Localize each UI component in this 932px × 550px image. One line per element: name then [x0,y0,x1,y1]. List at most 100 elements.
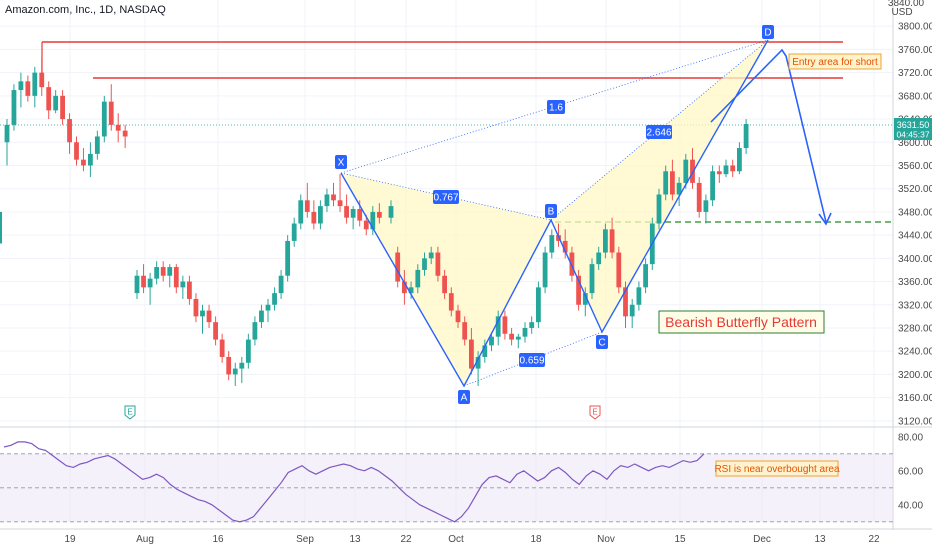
candle[interactable] [200,304,205,334]
candle[interactable] [265,298,271,323]
candle[interactable] [245,333,251,369]
candle[interactable] [226,351,232,381]
earnings-icon[interactable]: E [589,405,601,420]
candle[interactable] [603,223,608,259]
candle[interactable] [67,113,72,154]
candle[interactable] [482,339,488,363]
candle[interactable] [147,272,153,305]
candle[interactable] [291,217,297,247]
candle[interactable] [331,182,336,207]
candle[interactable] [160,261,166,282]
candlestick-series[interactable] [0,58,749,386]
pattern-point-d[interactable]: D [762,25,774,39]
candle[interactable] [376,203,382,224]
candle[interactable] [448,287,454,317]
candle[interactable] [344,194,349,224]
candle[interactable] [569,246,575,282]
candle[interactable] [596,246,602,270]
candle[interactable] [629,298,635,328]
candle[interactable] [337,174,343,212]
candle[interactable] [25,75,31,102]
candle[interactable] [108,84,114,131]
candle[interactable] [206,304,212,328]
candle[interactable] [232,362,238,386]
candle[interactable] [663,165,669,201]
candle[interactable] [683,153,689,189]
candle[interactable] [39,58,45,96]
candle[interactable] [536,281,541,328]
candle[interactable] [213,316,218,346]
candle[interactable] [522,322,528,343]
candle[interactable] [18,72,24,108]
candle[interactable] [616,246,622,294]
candle[interactable] [422,252,427,276]
pattern-point-b[interactable]: B [545,204,557,218]
pattern-point-a[interactable]: A [458,390,470,404]
candle[interactable] [469,327,474,375]
candle[interactable] [167,264,173,288]
candle[interactable] [515,333,521,349]
candle[interactable] [723,159,729,178]
candle[interactable] [141,264,146,294]
candle[interactable] [690,148,695,189]
candle[interactable] [32,66,38,108]
earnings-icon[interactable]: E [124,405,136,420]
candle[interactable] [542,246,548,294]
candle[interactable] [88,142,93,178]
candle[interactable] [187,275,192,305]
candle[interactable] [173,264,179,294]
candle[interactable] [388,200,394,224]
candle[interactable] [743,119,749,154]
candle[interactable] [395,246,401,288]
pattern-point-c[interactable]: C [596,335,608,349]
candle[interactable] [609,217,615,259]
candle[interactable] [115,113,121,143]
candle[interactable] [475,351,481,386]
candle[interactable] [53,90,59,114]
candle[interactable] [180,275,186,299]
candle[interactable] [363,214,369,236]
candle[interactable] [676,177,682,207]
candle[interactable] [589,258,595,299]
candle[interactable] [154,261,160,285]
candle[interactable] [350,206,356,230]
candle[interactable] [636,281,642,311]
candle[interactable] [529,316,535,334]
candle[interactable] [402,269,407,305]
candle[interactable] [81,148,86,172]
candle[interactable] [408,281,414,299]
candle[interactable] [259,304,264,328]
candle[interactable] [703,194,709,224]
candle[interactable] [730,159,736,178]
candle[interactable] [562,229,568,259]
candle[interactable] [710,165,715,207]
candle[interactable] [455,304,461,328]
candle[interactable] [272,287,277,311]
candle[interactable] [311,200,317,230]
candle[interactable] [94,130,100,160]
candle[interactable] [252,316,258,346]
candle[interactable] [435,246,441,282]
candle[interactable] [298,194,304,230]
candle[interactable] [370,206,376,236]
candle[interactable] [324,188,330,212]
candle[interactable] [462,316,468,346]
candle[interactable] [502,310,508,340]
candle[interactable] [101,95,107,143]
candle[interactable] [549,229,555,259]
candle[interactable] [304,182,310,218]
candle[interactable] [656,188,662,230]
candle[interactable] [442,269,447,299]
candle[interactable] [134,269,140,299]
candle[interactable] [696,177,702,218]
candle[interactable] [60,90,65,125]
candle[interactable] [46,81,52,120]
pattern-point-x[interactable]: X [335,155,347,169]
candle[interactable] [716,165,722,183]
candle[interactable] [193,293,199,323]
candle[interactable] [582,287,588,317]
candle[interactable] [643,258,648,294]
candle[interactable] [122,124,128,149]
candle[interactable] [285,235,291,282]
